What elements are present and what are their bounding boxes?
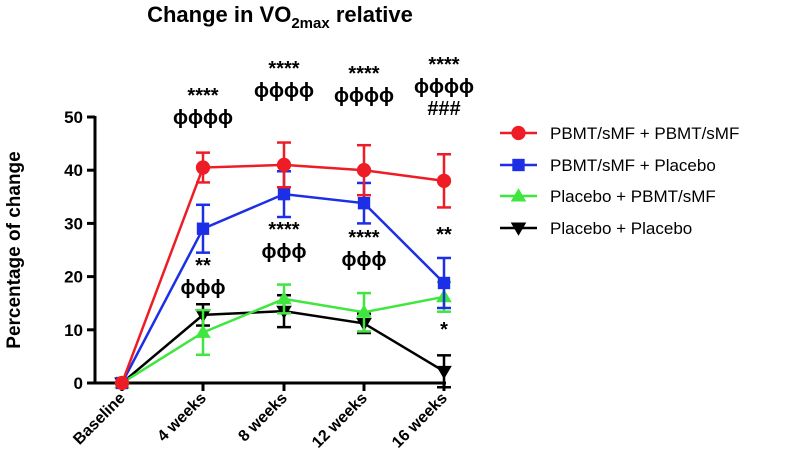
- data-point: [436, 173, 452, 188]
- significance-label: ϕϕϕϕ: [334, 85, 394, 107]
- data-point: [276, 291, 292, 305]
- significance-label: ϕϕϕ: [181, 277, 226, 299]
- y-tick-label: 0: [74, 374, 83, 393]
- significance-label: ****: [428, 54, 459, 76]
- data-point: [195, 324, 211, 338]
- data-point: [196, 222, 210, 235]
- chart-title: Change in VO2max relative: [147, 2, 413, 32]
- x-tick-label: Baseline: [70, 390, 129, 449]
- x-tick-label: 12 weeks: [309, 390, 371, 452]
- data-point: [437, 276, 451, 290]
- y-tick-label: 10: [64, 321, 83, 340]
- significance-label: ****: [268, 58, 299, 80]
- significance-label: *: [440, 319, 448, 341]
- y-tick-label: 40: [64, 161, 83, 180]
- chart-title-subscript: 2max: [291, 15, 330, 32]
- annotations: ****ϕϕϕϕ****ϕϕϕϕ****ϕϕϕϕ****ϕϕϕϕ###**ϕϕϕ…: [173, 54, 474, 341]
- significance-label: ϕϕϕϕ: [254, 80, 314, 102]
- significance-label: ϕϕϕϕ: [173, 107, 233, 129]
- legend-item-3: Placebo + PBMT/sMF: [500, 187, 716, 206]
- data-point: [436, 365, 452, 380]
- significance-label: ###: [427, 98, 460, 120]
- significance-label: ϕϕϕ: [262, 241, 307, 263]
- series-layer: [114, 141, 452, 391]
- y-tick-label: 30: [64, 214, 83, 233]
- data-point: [356, 304, 372, 318]
- y-tick-label: 50: [64, 108, 83, 127]
- y-tick-label: 20: [64, 268, 83, 287]
- significance-label: ϕϕϕϕ: [414, 76, 474, 98]
- legend-marker: [511, 125, 526, 141]
- significance-label: ****: [348, 227, 379, 249]
- x-tick-label: 4 weeks: [154, 390, 209, 445]
- significance-label: ****: [187, 85, 218, 107]
- significance-label: ϕϕϕ: [342, 249, 387, 271]
- legend-label: PBMT/sMF + PBMT/sMF: [550, 124, 739, 143]
- series-1: [114, 141, 452, 391]
- legend-label: PBMT/sMF + Placebo: [550, 156, 716, 175]
- legend-marker: [512, 158, 525, 172]
- significance-label: ****: [348, 63, 379, 85]
- y-axis-label: Percentage of change: [4, 151, 25, 348]
- axes: 0 10 20 30 40 50 Baseline 4 weeks 8 weeks 12 week…: [64, 108, 451, 452]
- data-point: [195, 160, 211, 175]
- x-tick-label: 8 weeks: [235, 390, 290, 445]
- legend-label: Placebo + Placebo: [550, 219, 692, 238]
- legend-marker: [510, 222, 527, 236]
- data-point: [356, 163, 372, 178]
- legend-item-1: PBMT/sMF + PBMT/sMF: [500, 124, 739, 143]
- data-point: [276, 157, 292, 173]
- significance-label: **: [195, 255, 211, 277]
- legend-item-4: Placebo + Placebo: [500, 219, 692, 238]
- legend-marker: [510, 188, 527, 202]
- data-point: [277, 187, 291, 201]
- legend-label: Placebo + PBMT/sMF: [550, 187, 716, 206]
- chart-title-suffix: relative: [330, 2, 413, 27]
- data-point: [357, 197, 371, 210]
- legend: PBMT/sMF + PBMT/sMF PBMT/sMF + Placebo Pla…: [500, 124, 739, 238]
- series-3: [114, 280, 452, 389]
- data-point: [114, 375, 130, 391]
- chart-title-main: Change in VO: [147, 2, 291, 27]
- legend-item-2: PBMT/sMF + Placebo: [500, 156, 716, 175]
- significance-label: **: [436, 224, 452, 246]
- x-tick-label: 16 weeks: [389, 390, 451, 452]
- significance-label: ****: [268, 219, 299, 241]
